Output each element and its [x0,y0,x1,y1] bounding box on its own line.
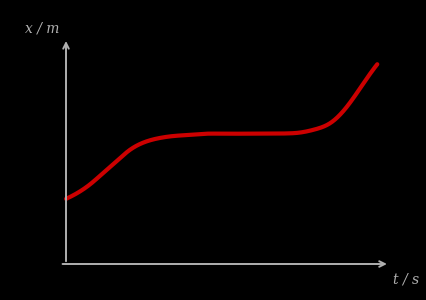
Text: t / s: t / s [392,273,418,287]
Text: x / m: x / m [25,22,60,36]
